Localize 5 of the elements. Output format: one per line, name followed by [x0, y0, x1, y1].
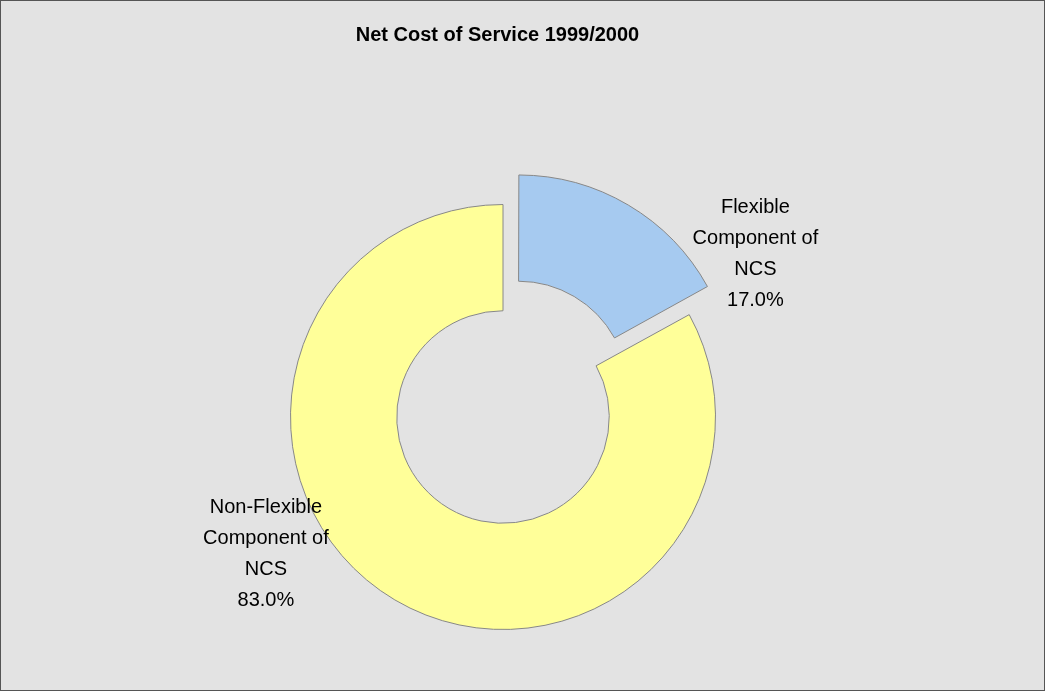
slice-label: Flexible Component of NCS [692, 195, 819, 280]
chart-title: Net Cost of Service 1999/2000 [354, 23, 641, 46]
slice-label: Non-Flexible Component of NCS [203, 495, 330, 580]
data-label: 83.0% [237, 588, 295, 611]
data-label: 17.0% [727, 288, 784, 311]
